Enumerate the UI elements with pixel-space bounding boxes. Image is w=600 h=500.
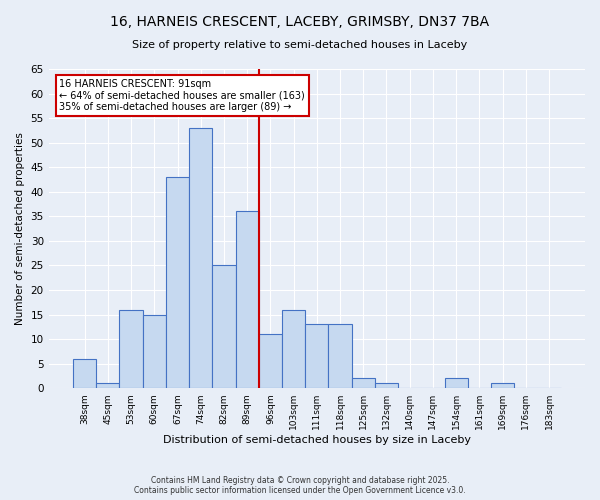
Bar bbox=[96, 384, 119, 388]
Y-axis label: Number of semi-detached properties: Number of semi-detached properties bbox=[15, 132, 25, 325]
Bar bbox=[236, 212, 259, 388]
Bar bbox=[166, 177, 189, 388]
Bar bbox=[282, 310, 305, 388]
Text: 16, HARNEIS CRESCENT, LACEBY, GRIMSBY, DN37 7BA: 16, HARNEIS CRESCENT, LACEBY, GRIMSBY, D… bbox=[110, 15, 490, 29]
Bar bbox=[259, 334, 282, 388]
Text: Size of property relative to semi-detached houses in Laceby: Size of property relative to semi-detach… bbox=[133, 40, 467, 50]
Text: Contains HM Land Registry data © Crown copyright and database right 2025.
Contai: Contains HM Land Registry data © Crown c… bbox=[134, 476, 466, 495]
Text: 16 HARNEIS CRESCENT: 91sqm
← 64% of semi-detached houses are smaller (163)
35% o: 16 HARNEIS CRESCENT: 91sqm ← 64% of semi… bbox=[59, 78, 305, 112]
Bar bbox=[305, 324, 328, 388]
Bar bbox=[212, 266, 236, 388]
Bar bbox=[119, 310, 143, 388]
Bar bbox=[143, 314, 166, 388]
Bar bbox=[73, 358, 96, 388]
Bar bbox=[352, 378, 375, 388]
Bar bbox=[328, 324, 352, 388]
X-axis label: Distribution of semi-detached houses by size in Laceby: Distribution of semi-detached houses by … bbox=[163, 435, 471, 445]
Bar bbox=[491, 384, 514, 388]
Bar bbox=[445, 378, 468, 388]
Bar bbox=[375, 384, 398, 388]
Bar bbox=[189, 128, 212, 388]
